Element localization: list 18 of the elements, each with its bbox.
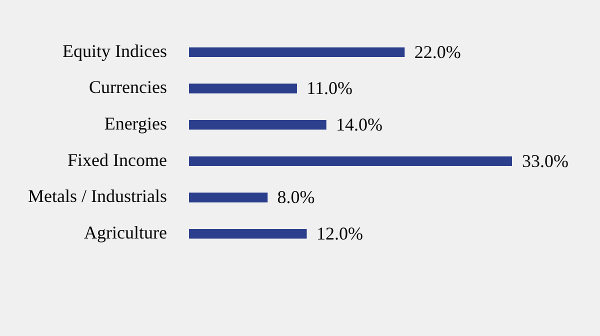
data-label: 11.0% (306, 78, 352, 98)
bar (188, 120, 326, 130)
data-label: 12.0% (316, 224, 363, 244)
y-tick-label: Currencies (89, 77, 167, 98)
bar (188, 229, 307, 239)
bar (188, 156, 512, 166)
data-label: 8.0% (277, 187, 315, 208)
data-label: 33.0% (522, 150, 568, 171)
data-label: 14.0% (336, 114, 383, 135)
y-tick-label: Energies (104, 114, 167, 134)
y-tick-label: Equity Indices (62, 40, 167, 61)
bar (188, 192, 268, 202)
bar (188, 84, 297, 94)
bar (188, 47, 405, 57)
y-tick-label: Fixed Income (67, 150, 167, 170)
data-label: 22.0% (414, 42, 461, 62)
y-tick-label: Agriculture (84, 222, 167, 243)
y-tick-label: Metals / Industrials (28, 186, 167, 206)
